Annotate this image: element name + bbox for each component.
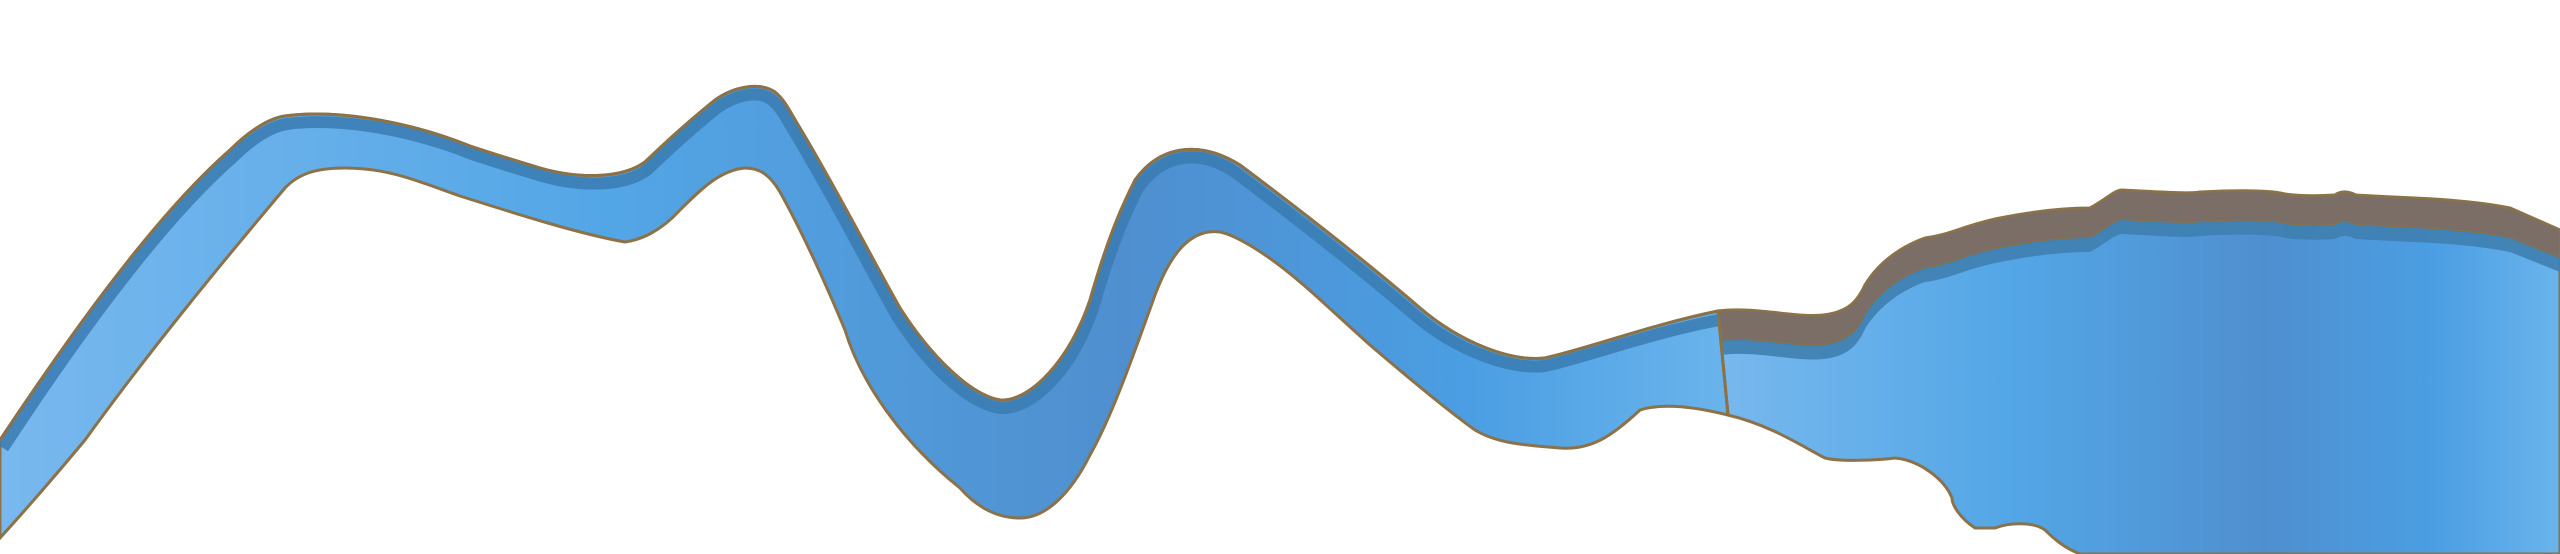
estuary-shallow-band <box>1720 220 2560 360</box>
river-mouth-seam <box>1716 310 1730 416</box>
river-north-shadow <box>0 88 1721 452</box>
river-channel <box>0 85 1730 541</box>
estuary-water <box>1716 188 2560 554</box>
river-north-outline <box>0 85 1719 441</box>
